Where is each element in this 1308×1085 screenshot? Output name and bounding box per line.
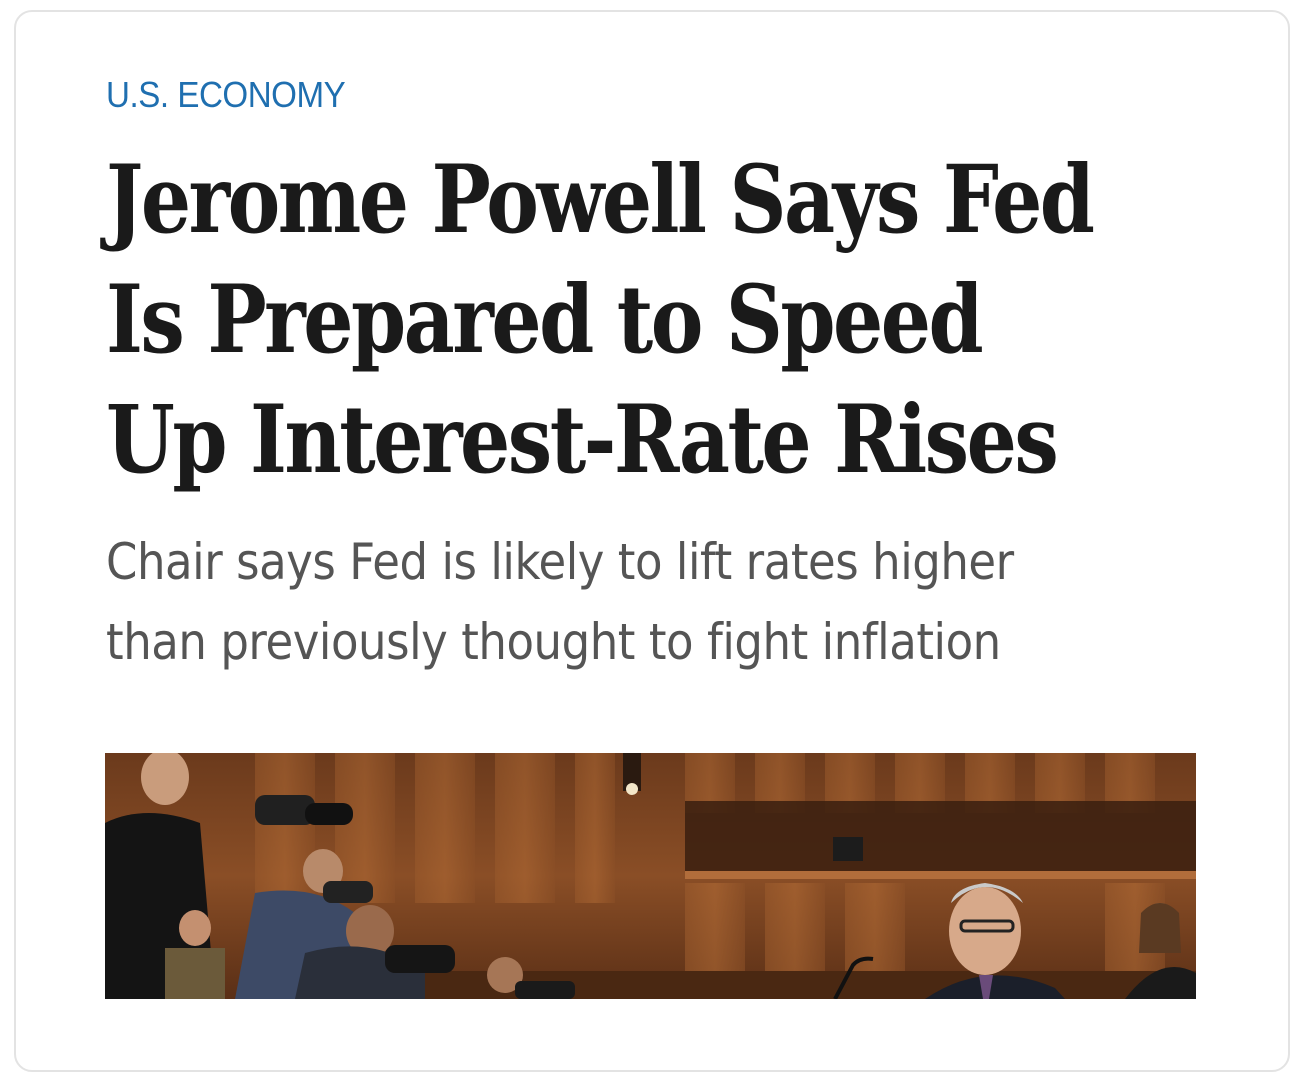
dek-line: than previously thought to fight inflati… [106,613,1001,671]
article-card[interactable]: U.S. ECONOMY Jerome Powell Says Fed Is P… [14,10,1290,1072]
dek-line: Chair says Fed is likely to lift rates h… [106,533,1014,591]
article-dek: Chair says Fed is likely to lift rates h… [106,522,1150,682]
hearing-room-photo [105,753,1196,999]
section-label[interactable]: U.S. ECONOMY [106,74,346,115]
article-photo[interactable] [105,753,1196,999]
article-headline[interactable]: Jerome Powell Says Fed Is Prepared to Sp… [106,140,1095,500]
headline-line: Jerome Powell Says Fed [106,145,1095,255]
headline-line: Is Prepared to Speed [106,265,984,375]
headline-line: Up Interest-Rate Rises [106,385,1059,495]
